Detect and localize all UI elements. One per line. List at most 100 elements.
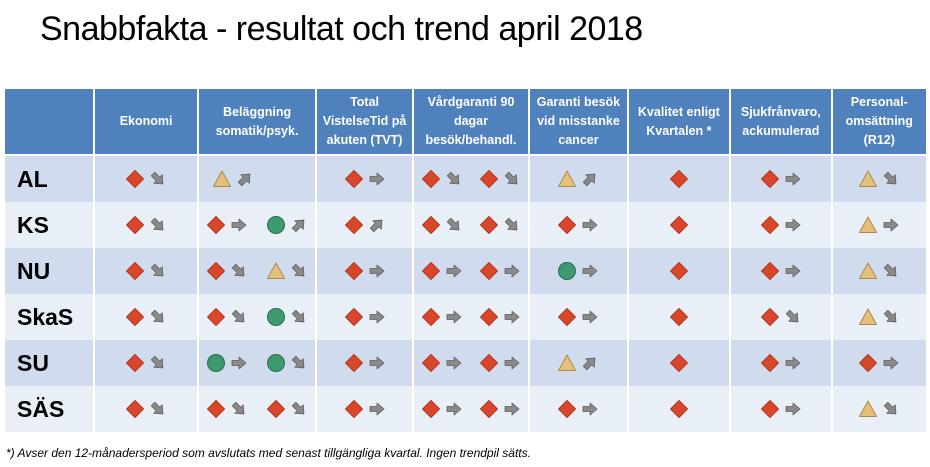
indicator-pair <box>206 307 248 327</box>
indicator-pair <box>421 261 463 281</box>
indicator-pair <box>266 399 308 419</box>
column-header: Garanti besök vid misstanke cancer <box>528 87 629 156</box>
red-diamond-icon <box>421 262 440 280</box>
status-cell <box>830 202 929 248</box>
status-cell <box>626 155 732 202</box>
yellow-triangle-icon <box>859 216 878 233</box>
column-header: Total VistelseTid på akuten (TVT) <box>315 87 414 156</box>
trend-arrow-down-right-icon <box>884 309 897 323</box>
trend-arrow-right-icon <box>504 264 520 278</box>
trend-arrow-down-right-icon <box>291 309 305 323</box>
red-diamond-icon <box>344 216 363 234</box>
yellow-triangle-icon <box>859 308 878 325</box>
indicator-pair <box>206 261 248 281</box>
trend-arrow-down-right-icon <box>232 401 245 415</box>
row-label: SkaS <box>2 294 96 340</box>
status-cell <box>528 386 629 432</box>
indicator-pair <box>479 307 521 327</box>
status-cell <box>196 202 318 248</box>
indicator-pair <box>421 353 463 373</box>
status-cell <box>411 202 531 248</box>
indicator-pair <box>760 261 802 281</box>
red-diamond-icon <box>669 262 688 280</box>
indicator-pair <box>125 307 167 327</box>
trend-arrow-right-icon <box>504 402 520 416</box>
trend-arrow-right-icon <box>446 356 462 370</box>
table-row: AL <box>2 155 929 202</box>
red-diamond-icon <box>480 170 499 188</box>
indicator-pair <box>858 353 900 373</box>
indicator-pair <box>421 169 463 189</box>
red-diamond-icon <box>669 170 688 188</box>
red-diamond-icon <box>421 354 440 372</box>
indicator-pair <box>266 307 308 327</box>
trend-arrow-right-icon <box>446 264 462 278</box>
trend-arrow-down-right-icon <box>504 217 518 231</box>
trend-arrow-right-icon <box>785 402 801 416</box>
red-diamond-icon <box>480 262 499 280</box>
indicator-pair <box>858 169 900 189</box>
red-diamond-icon <box>421 216 440 234</box>
status-cell <box>830 248 929 294</box>
status-cell <box>315 155 414 202</box>
trend-arrow-right-icon <box>504 310 520 324</box>
indicator-pair <box>125 353 167 373</box>
status-cell <box>729 202 833 248</box>
trend-arrow-right-icon <box>369 310 384 324</box>
status-cell <box>830 386 929 432</box>
status-cell <box>528 155 629 202</box>
status-cell <box>93 202 199 248</box>
status-cell <box>411 340 531 386</box>
status-cell <box>626 294 732 340</box>
column-header: Kvalitet enligt Kvartalen * <box>626 87 732 156</box>
trend-arrow-down-right-icon <box>291 355 305 369</box>
red-diamond-icon <box>558 308 577 326</box>
page-title: Snabbfakta - resultat och trend april 20… <box>40 10 643 48</box>
status-cell <box>528 294 629 340</box>
indicator-pair <box>206 215 248 235</box>
red-diamond-icon <box>126 262 145 280</box>
red-diamond-icon <box>207 400 226 418</box>
trend-arrow-down-right-icon <box>150 263 164 277</box>
indicator-pair <box>266 353 308 373</box>
green-circle-icon <box>207 354 226 372</box>
indicator-pair <box>760 169 802 189</box>
indicator-pair <box>344 353 386 373</box>
indicator-pair <box>669 399 689 419</box>
green-circle-icon <box>266 308 285 326</box>
indicator-pair <box>669 261 689 281</box>
table-row: SU <box>2 340 929 386</box>
trend-arrow-right-icon <box>583 218 598 232</box>
indicator-pair <box>479 399 521 419</box>
trend-arrow-down-right-icon <box>785 309 799 323</box>
indicator-pair <box>266 261 308 281</box>
status-cell <box>528 340 629 386</box>
indicator-pair <box>557 215 599 235</box>
status-cell <box>729 340 833 386</box>
indicator-pair <box>479 353 521 373</box>
row-label: AL <box>2 155 96 202</box>
indicator-pair <box>557 399 599 419</box>
red-diamond-icon <box>669 216 688 234</box>
yellow-triangle-icon <box>558 170 577 187</box>
indicator-pair <box>669 169 689 189</box>
yellow-triangle-icon <box>859 262 878 279</box>
trend-arrow-right-icon <box>369 264 384 278</box>
trend-arrow-right-icon <box>446 310 462 324</box>
status-cell <box>626 248 732 294</box>
trend-arrow-right-icon <box>369 402 384 416</box>
status-cell <box>315 294 414 340</box>
red-diamond-icon <box>344 262 363 280</box>
trend-arrow-right-icon <box>583 310 598 324</box>
indicator-pair <box>557 261 599 281</box>
red-diamond-icon <box>558 400 577 418</box>
red-diamond-icon <box>266 400 285 418</box>
trend-arrow-down-right-icon <box>150 171 164 185</box>
status-cell <box>93 294 199 340</box>
indicator-pair <box>760 307 802 327</box>
trend-arrow-down-right-icon <box>150 217 164 231</box>
status-cell <box>830 155 929 202</box>
yellow-triangle-icon <box>558 354 577 371</box>
trend-arrow-down-right-icon <box>884 401 897 415</box>
status-cell <box>315 248 414 294</box>
